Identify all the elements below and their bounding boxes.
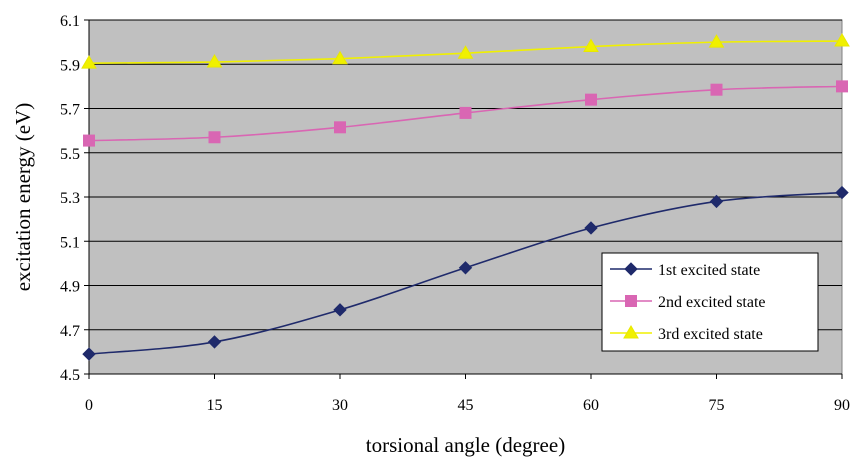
data-point bbox=[585, 93, 597, 106]
legend-marker bbox=[624, 262, 638, 276]
y-tick-label: 4.9 bbox=[60, 279, 80, 296]
y-tick-label: 5.9 bbox=[60, 57, 80, 74]
x-axis-ticks: 0 15 30 45 60 75 90 bbox=[85, 374, 850, 414]
data-point bbox=[708, 34, 725, 48]
series-1 bbox=[82, 185, 849, 361]
y-axis-title: excitation energy (eV) bbox=[11, 103, 35, 292]
data-point bbox=[834, 33, 850, 47]
data-point bbox=[82, 347, 96, 361]
series-2 bbox=[83, 80, 848, 147]
y-tick-label: 5.3 bbox=[60, 190, 80, 207]
data-point bbox=[333, 303, 347, 317]
legend-label: 2nd excited state bbox=[658, 294, 766, 311]
series-3 bbox=[81, 33, 850, 69]
y-tick-label: 4.7 bbox=[60, 323, 80, 340]
y-tick-label: 5.5 bbox=[60, 146, 80, 163]
data-point bbox=[457, 45, 474, 59]
x-axis-title: torsional angle (degree) bbox=[366, 433, 565, 457]
data-point bbox=[81, 55, 97, 69]
legend-label: 1st excited state bbox=[658, 262, 760, 279]
x-tick-label: 75 bbox=[709, 397, 725, 414]
legend: 1st excited state 2nd excited state 3rd ex… bbox=[601, 252, 819, 352]
data-point bbox=[835, 185, 849, 200]
x-tick-label: 0 bbox=[85, 397, 93, 414]
data-point bbox=[583, 38, 599, 53]
legend-label: 3rd excited state bbox=[658, 326, 763, 343]
x-tick-label: 90 bbox=[834, 397, 850, 414]
legend-marker bbox=[623, 325, 639, 339]
legend-marker bbox=[625, 295, 637, 307]
data-point bbox=[208, 131, 221, 144]
data-point bbox=[584, 221, 598, 235]
y-tick-label: 5.7 bbox=[60, 102, 80, 119]
series-layer bbox=[81, 33, 850, 361]
data-point bbox=[334, 121, 346, 134]
y-tick-label: 5.1 bbox=[60, 234, 80, 251]
data-point bbox=[710, 83, 723, 96]
x-tick-label: 15 bbox=[207, 397, 223, 414]
data-point bbox=[709, 194, 724, 209]
x-tick-label: 30 bbox=[332, 397, 348, 414]
x-tick-label: 45 bbox=[458, 397, 474, 414]
data-point bbox=[836, 80, 848, 93]
y-tick-label: 4.5 bbox=[60, 367, 80, 384]
data-point bbox=[459, 106, 472, 119]
data-point bbox=[207, 335, 222, 349]
y-axis-ticks: 4.5 4.7 4.9 5.1 5.3 5.5 5.7 5.9 6.1 bbox=[60, 13, 89, 384]
x-tick-label: 60 bbox=[583, 397, 599, 414]
data-point bbox=[332, 50, 348, 65]
data-point bbox=[206, 54, 223, 68]
data-point bbox=[83, 134, 95, 147]
data-point bbox=[458, 261, 473, 275]
y-tick-label: 6.1 bbox=[60, 13, 80, 30]
